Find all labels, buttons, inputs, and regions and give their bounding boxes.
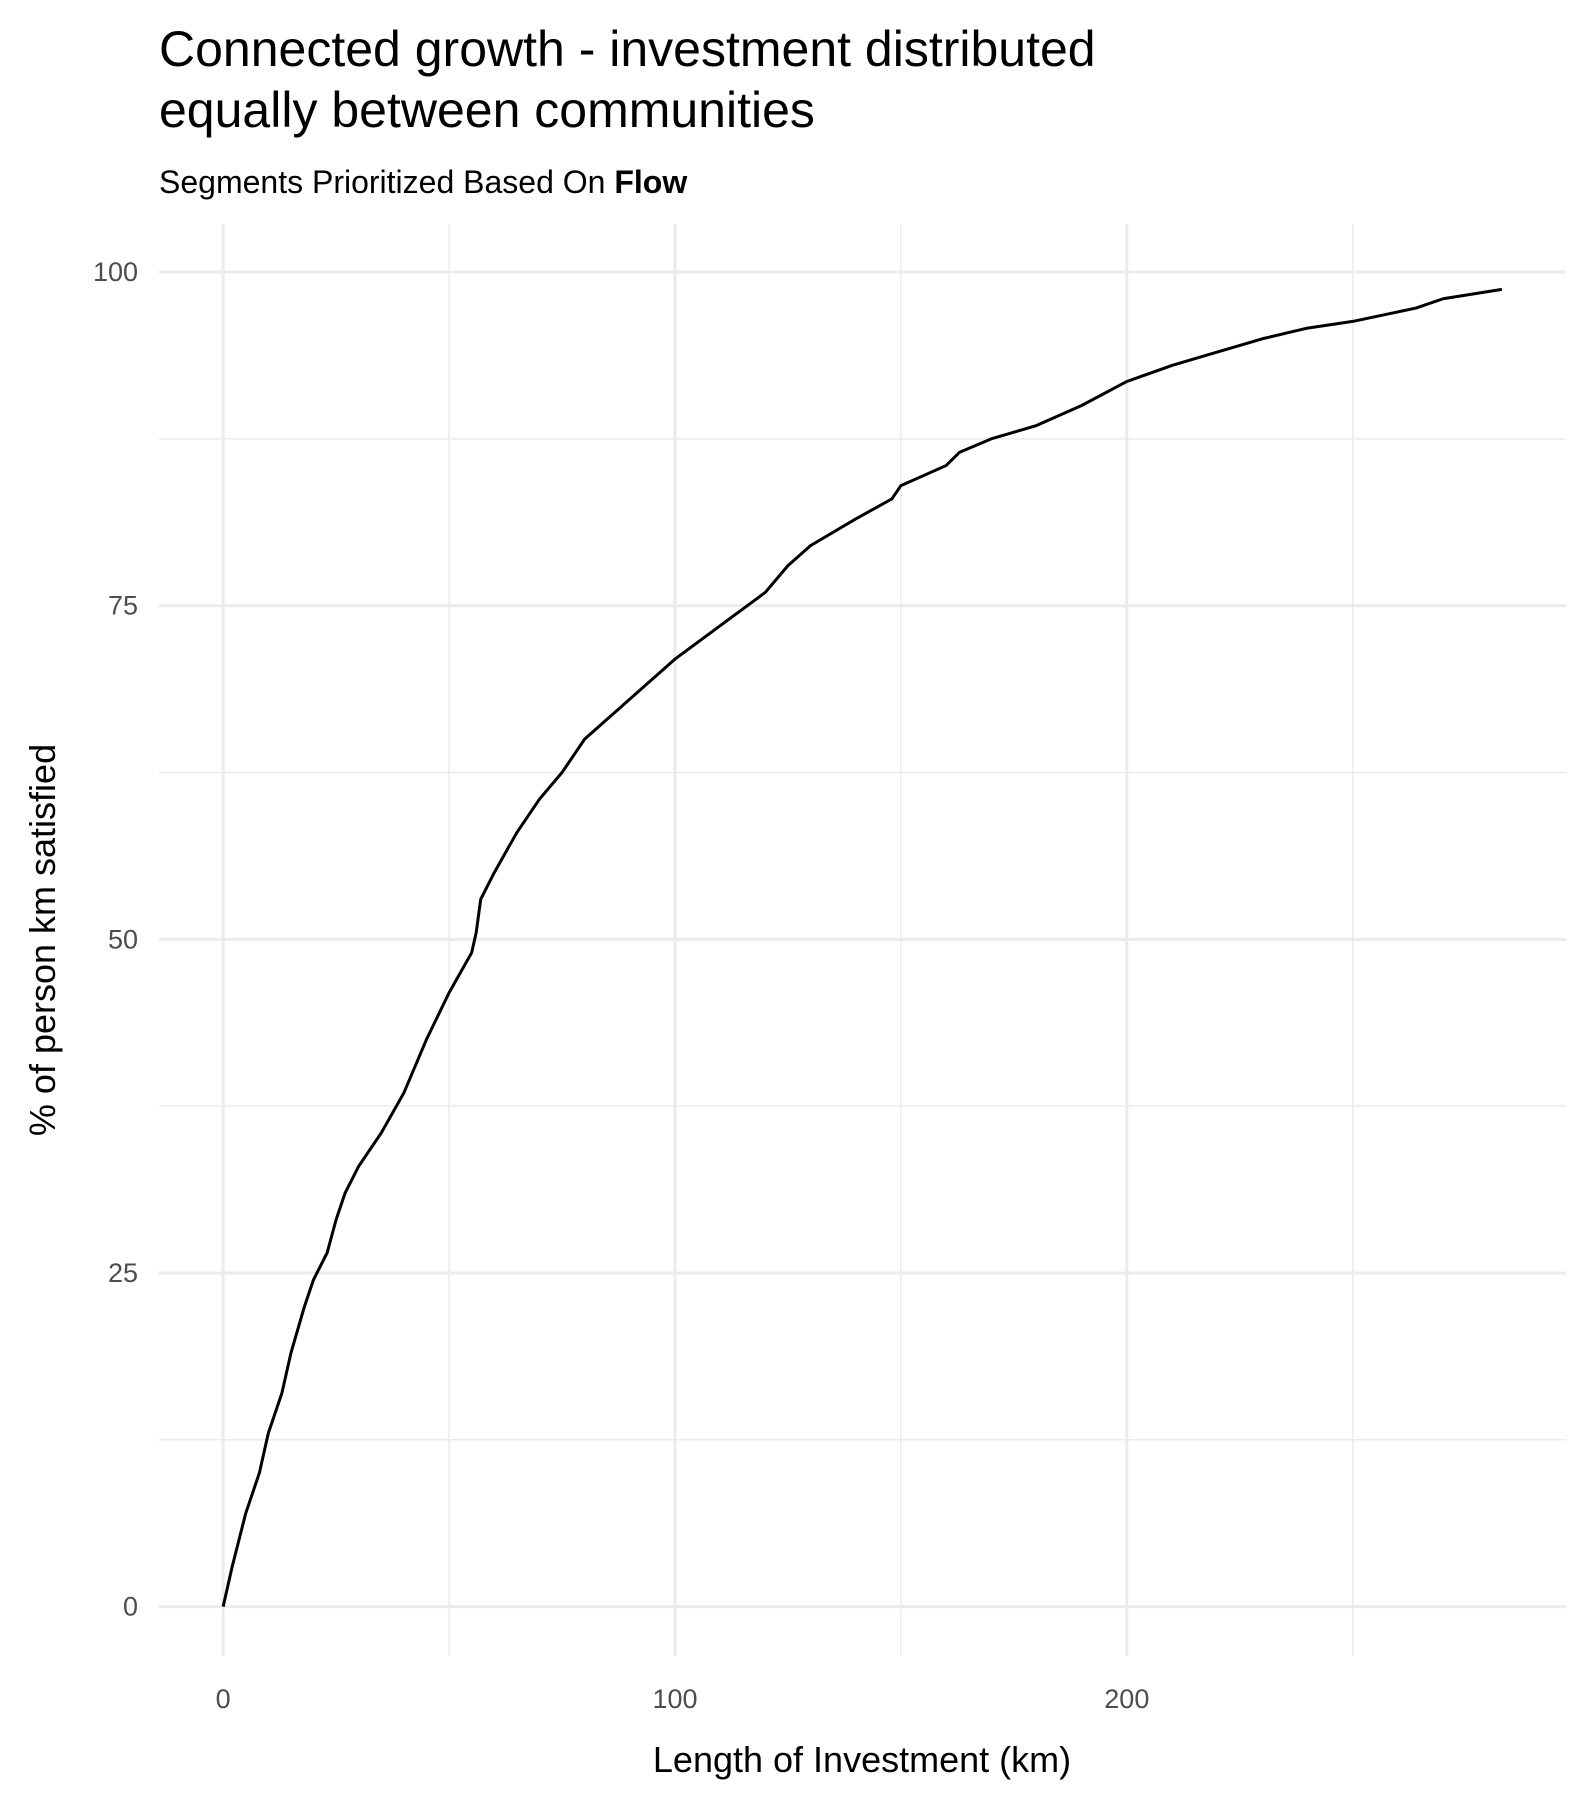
subtitle-text: Segments Prioritized Based On <box>159 164 605 200</box>
y-tick-label: 75 <box>108 591 138 621</box>
y-axis-title: % of person km satisfied <box>22 744 63 1136</box>
y-tick-label: 50 <box>108 924 138 954</box>
x-tick-label: 100 <box>652 1684 697 1714</box>
plot <box>221 287 1503 1607</box>
grid <box>159 224 1566 1656</box>
x-axis-title: Length of Investment (km) <box>653 1739 1071 1780</box>
y-tick-label: 100 <box>93 257 138 287</box>
subtitle-emphasis: Flow <box>614 164 687 200</box>
line <box>221 287 1503 1607</box>
x-tick-label: 200 <box>1104 1684 1149 1714</box>
chart-title: Connected growth - investment distribute… <box>159 21 1096 77</box>
y-tick-label: 0 <box>123 1592 138 1622</box>
x-tick-label: 0 <box>216 1684 231 1714</box>
y-tick-label: 25 <box>108 1258 138 1288</box>
chart-subtitle: Segments Prioritized Based On Flow <box>159 164 687 200</box>
chart-title: equally between communities <box>159 82 815 138</box>
